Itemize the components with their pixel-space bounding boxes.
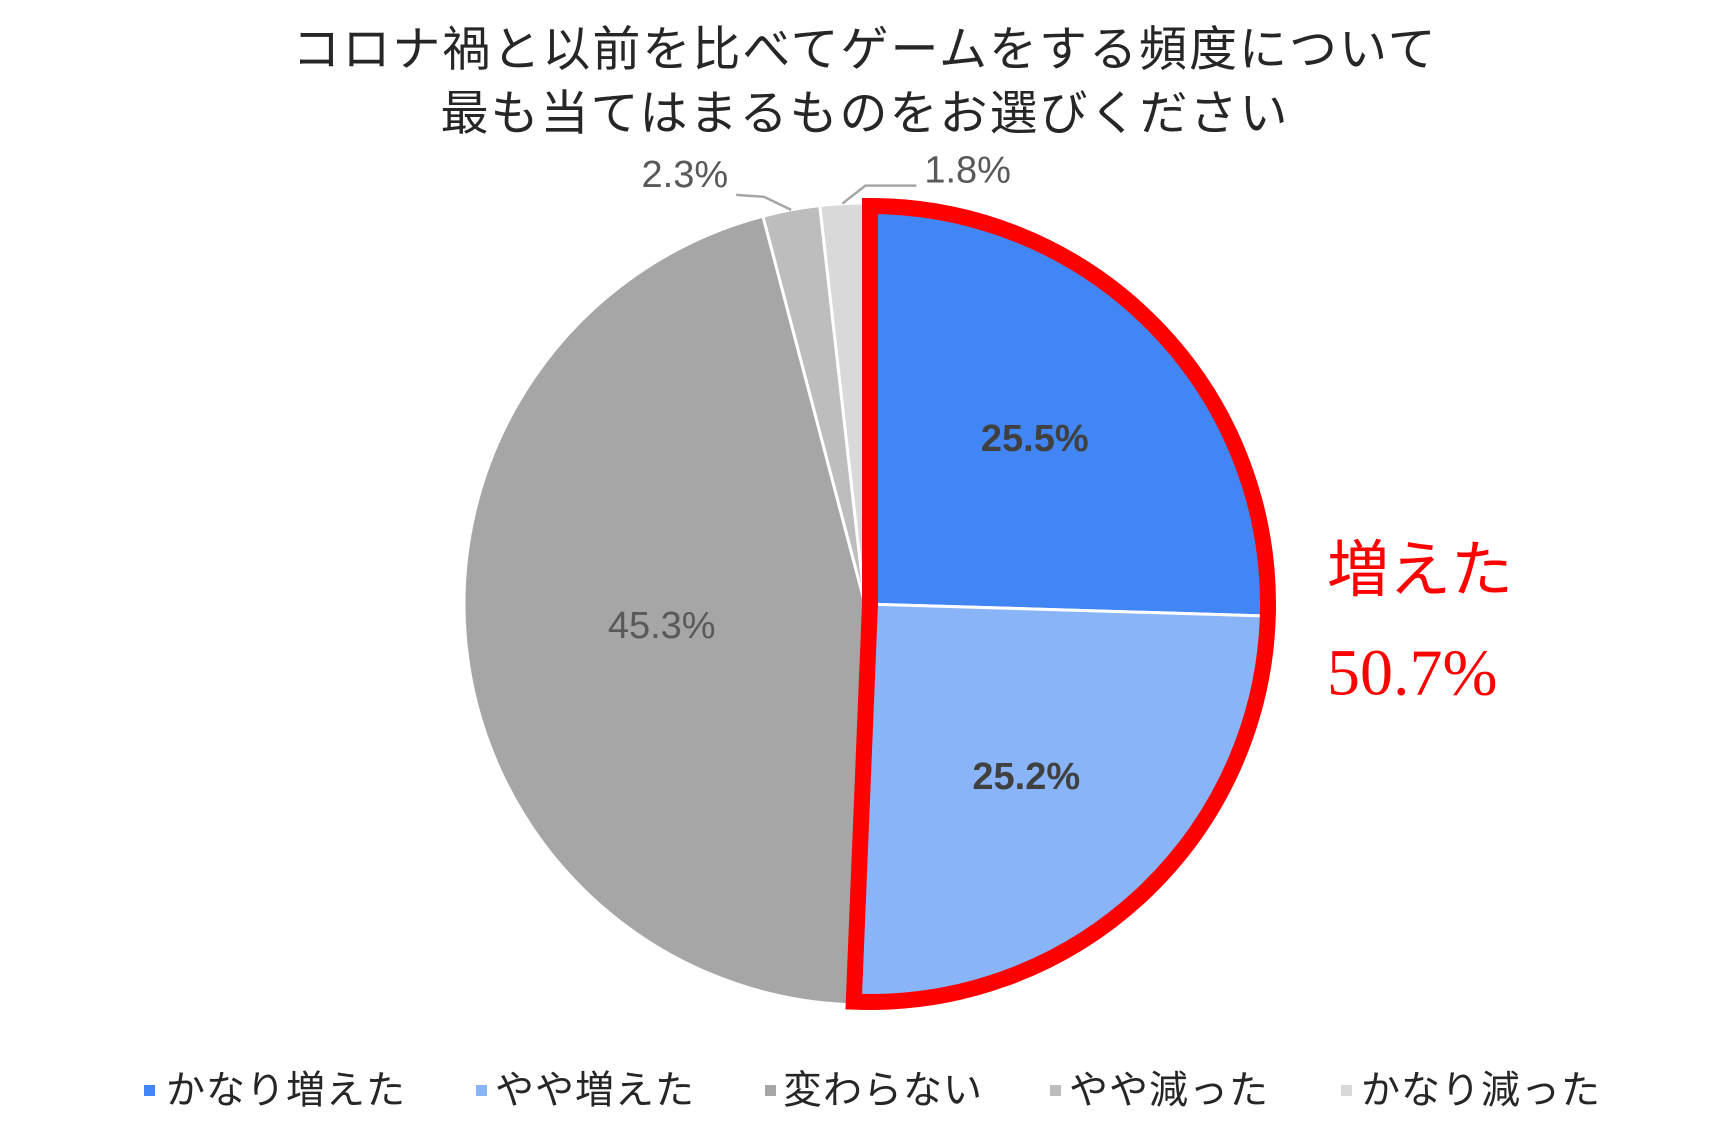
legend-label: 変わらない [783, 1070, 983, 1113]
legend-item-slightly-increased: やや増えた [476, 1070, 695, 1113]
legend-marker [1050, 1085, 1061, 1096]
legend-marker [1341, 1085, 1352, 1096]
legend: かなり増えた やや増えた 変わらない やや減った かなり減った [144, 1070, 1601, 1113]
highlight-annotation: 増えた 50.7% [1327, 537, 1513, 710]
legend-marker [765, 1085, 776, 1096]
legend-label: かなり減った [1361, 1070, 1601, 1113]
legend-item-slightly-decreased: やや減った [1050, 1070, 1269, 1113]
chart-title-line-2: 最も当てはまるものをお選びください [440, 88, 1289, 141]
legend-item-greatly-decreased: かなり減った [1341, 1070, 1601, 1113]
data-labels: 25.5% 25.2% 45.3% 2.3% 1.8% [608, 150, 1089, 798]
data-label-slightly-decreased: 2.3% [642, 154, 729, 196]
slice-slightly-increased [847, 602, 1268, 1007]
data-label-greatly-increased: 25.5% [981, 418, 1089, 460]
pie-slices [462, 201, 1268, 1007]
legend-label: やや増えた [495, 1070, 695, 1113]
legend-item-greatly-increased: かなり増えた [144, 1070, 406, 1113]
legend-marker [476, 1085, 487, 1096]
legend-marker [144, 1085, 155, 1096]
chart-title-line-1: コロナ禍と以前を比べてゲームをする頻度について [292, 24, 1437, 77]
legend-label: やや減った [1069, 1070, 1269, 1113]
data-label-slightly-increased: 25.2% [972, 756, 1080, 798]
leader-lines [736, 184, 917, 211]
leader-line-greatly-decreased [841, 184, 917, 205]
chart-title: コロナ禍と以前を比べてゲームをする頻度について 最も当てはまるものをお選びくださ… [292, 24, 1437, 141]
data-label-unchanged: 45.3% [608, 605, 716, 647]
leader-line-slightly-decreased [736, 193, 792, 211]
highlight-label: 増えた [1327, 537, 1513, 605]
legend-label: かなり増えた [166, 1070, 406, 1113]
slice-unchanged [462, 214, 867, 1007]
highlight-outline [845, 197, 1276, 1010]
data-label-greatly-decreased: 1.8% [924, 150, 1011, 192]
highlight-value: 50.7% [1327, 637, 1497, 710]
legend-item-unchanged: 変わらない [765, 1070, 983, 1113]
